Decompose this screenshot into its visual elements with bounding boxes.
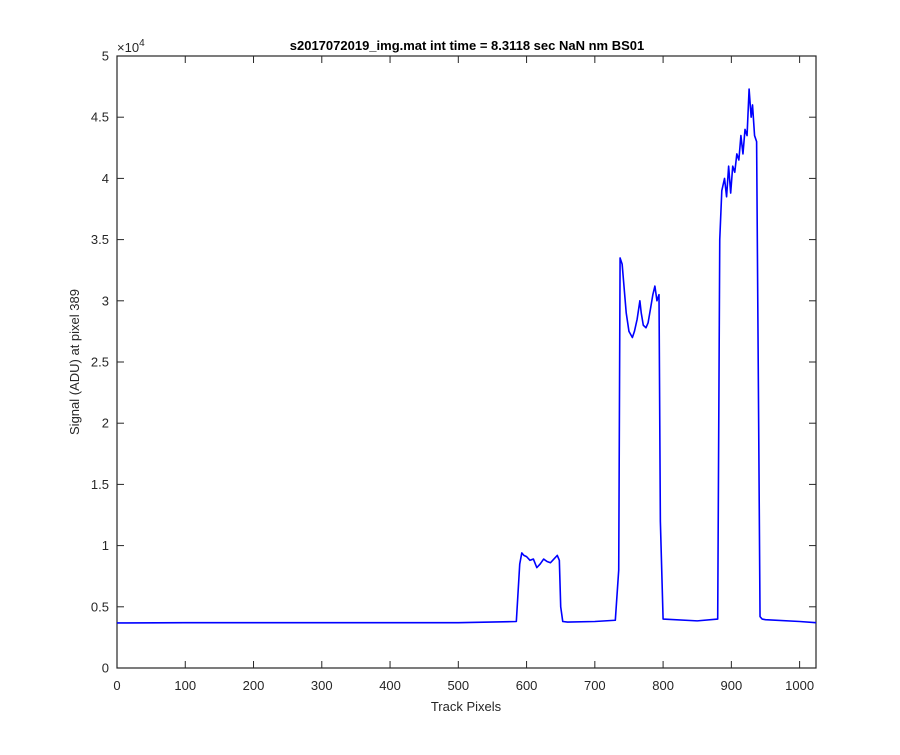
chart-title: s2017072019_img.mat int time = 8.3118 se… (290, 38, 644, 53)
x-tick-label: 100 (174, 678, 196, 693)
x-tick-label: 300 (311, 678, 333, 693)
x-tick-label: 500 (447, 678, 469, 693)
x-tick-label: 800 (652, 678, 674, 693)
x-tick-label: 1000 (785, 678, 814, 693)
x-tick-label: 700 (584, 678, 606, 693)
y-tick-label: 4.5 (91, 110, 109, 125)
y-tick-label: 5 (102, 49, 109, 64)
y-tick-label: 2 (102, 416, 109, 431)
y-tick-label: 4 (102, 171, 109, 186)
y-tick-label: 1.5 (91, 477, 109, 492)
y-tick-label: 1 (102, 538, 109, 553)
y-tick-label: 3.5 (91, 232, 109, 247)
y-exponent-base: ×10 (117, 40, 139, 55)
x-axis: 0 100 200 300 400 500 600 700 800 900 1000 (113, 56, 814, 693)
y-tick-label: 3 (102, 293, 109, 308)
y-tick-label: 0.5 (91, 599, 109, 614)
x-tick-label: 600 (516, 678, 538, 693)
y-tick-label: 0 (102, 661, 109, 676)
series-line (116, 88, 817, 624)
x-tick-label: 0 (113, 678, 120, 693)
y-exponent-label: ×104 (117, 38, 145, 55)
svg-text:×104: ×104 (117, 38, 145, 55)
x-tick-label: 400 (379, 678, 401, 693)
y-axis: 0 0.5 1 1.5 2 2.5 3 3.5 4 4.5 5 (91, 49, 816, 676)
y-tick-label: 2.5 (91, 355, 109, 370)
x-axis-label: Track Pixels (431, 699, 502, 714)
axes-box (116, 55, 817, 669)
x-tick-label: 200 (243, 678, 265, 693)
x-tick-label: 900 (721, 678, 743, 693)
y-axis-label: Signal (ADU) at pixel 389 (67, 289, 82, 435)
y-exponent-power: 4 (139, 38, 145, 49)
